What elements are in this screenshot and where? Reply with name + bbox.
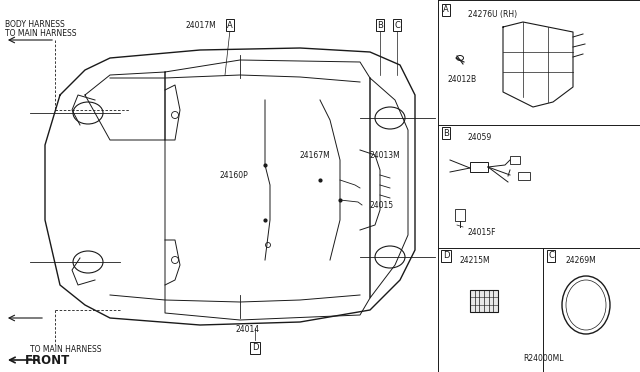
- Text: C: C: [548, 251, 554, 260]
- Text: B: B: [443, 128, 449, 138]
- Bar: [518, 172, 530, 180]
- Text: B: B: [377, 20, 383, 29]
- Text: BODY HARNESS: BODY HARNESS: [5, 20, 65, 29]
- Text: 24276U (RH): 24276U (RH): [468, 10, 517, 19]
- Text: 24015: 24015: [370, 201, 394, 209]
- Bar: [455, 209, 465, 221]
- Text: A: A: [227, 20, 233, 29]
- Text: R24000ML: R24000ML: [523, 354, 563, 363]
- Text: 24013M: 24013M: [370, 151, 401, 160]
- Bar: [470, 162, 488, 172]
- Text: A: A: [443, 6, 449, 15]
- Text: TO MAIN HARNESS: TO MAIN HARNESS: [30, 345, 102, 354]
- Text: D: D: [443, 251, 449, 260]
- Text: FRONT: FRONT: [25, 354, 70, 367]
- Text: 24012B: 24012B: [448, 75, 477, 84]
- Bar: [510, 156, 520, 164]
- Text: C: C: [394, 20, 400, 29]
- Text: D: D: [252, 343, 259, 353]
- Text: 24059: 24059: [468, 133, 492, 142]
- Text: 24017M: 24017M: [185, 20, 216, 29]
- Text: 24215M: 24215M: [460, 256, 491, 265]
- Text: TO MAIN HARNESS: TO MAIN HARNESS: [5, 29, 77, 38]
- Text: 24167M: 24167M: [300, 151, 331, 160]
- Text: 24014: 24014: [236, 326, 260, 334]
- Text: 24015F: 24015F: [468, 228, 497, 237]
- Text: 24160P: 24160P: [220, 170, 248, 180]
- Bar: [470, 290, 498, 312]
- Text: 24269M: 24269M: [566, 256, 596, 265]
